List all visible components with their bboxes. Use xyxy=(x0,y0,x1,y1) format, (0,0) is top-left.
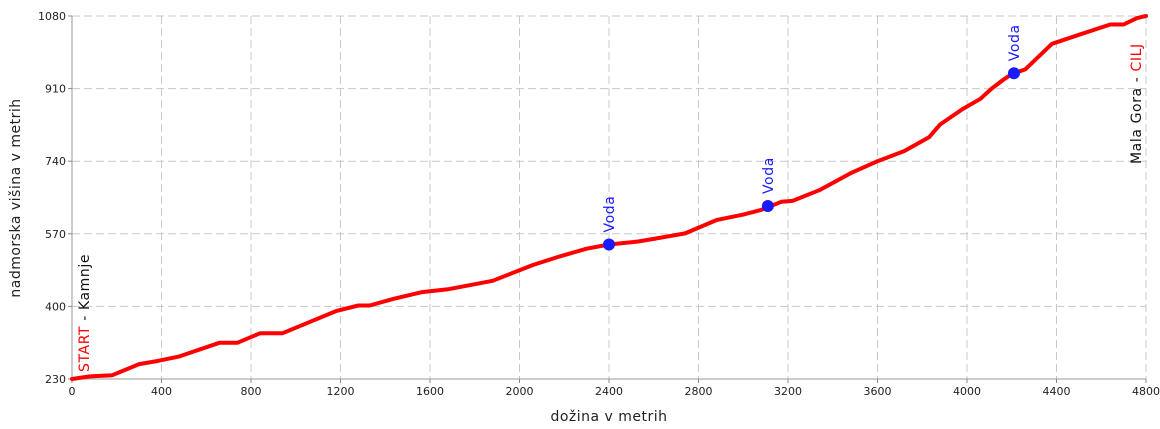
y-tick-label: 400 xyxy=(45,300,66,313)
y-tick-label: 740 xyxy=(45,155,66,168)
y-axis-ticks: 230 400 570 740 910 1080 xyxy=(38,10,72,386)
water-marker-label: Voda xyxy=(602,196,618,233)
x-tick-label: 2400 xyxy=(595,385,623,398)
water-marker-label: Voda xyxy=(761,157,777,194)
end-annotation: Mala Gora - CILJ xyxy=(1129,43,1145,164)
x-tick-label: 2800 xyxy=(685,385,713,398)
y-tick-label: 570 xyxy=(45,228,66,241)
water-marker-label: Voda xyxy=(1007,24,1023,61)
x-tick-label: 4000 xyxy=(953,385,981,398)
x-axis-title: dožina v metrih xyxy=(550,409,667,425)
x-tick-label: 2000 xyxy=(506,385,534,398)
y-tick-label: 230 xyxy=(45,373,66,386)
end-place-label: Mala Gora - xyxy=(1129,72,1145,164)
x-tick-label: 3200 xyxy=(774,385,802,398)
x-tick-label: 800 xyxy=(241,385,262,398)
x-tick-label: 400 xyxy=(151,385,172,398)
x-tick-label: 1600 xyxy=(416,385,444,398)
y-tick-label: 1080 xyxy=(38,10,66,23)
elevation-line xyxy=(70,14,1148,381)
start-label: START xyxy=(77,326,93,372)
elevation-series xyxy=(70,14,1148,381)
start-annotation: START - Kamnje xyxy=(77,254,93,372)
x-tick-label: 4800 xyxy=(1132,385,1160,398)
y-tick-label: 910 xyxy=(45,83,66,96)
water-marker-point xyxy=(1007,67,1020,80)
y-axis-title: nadmorska višina v metrih xyxy=(8,98,24,297)
water-marker-point xyxy=(761,200,774,213)
x-tick-label: 0 xyxy=(69,385,76,398)
start-place-label: - Kamnje xyxy=(77,254,93,326)
x-tick-label: 4400 xyxy=(1043,385,1071,398)
x-tick-label: 1200 xyxy=(327,385,355,398)
water-marker-point xyxy=(603,238,615,251)
x-axis-ticks: 0 400 800 1200 1600 2000 2400 2800 3200 3600 4000 4… xyxy=(69,379,1160,398)
finish-label: CILJ xyxy=(1129,43,1145,71)
x-tick-label: 3600 xyxy=(864,385,892,398)
water-markers: Voda Voda Voda xyxy=(602,24,1023,251)
